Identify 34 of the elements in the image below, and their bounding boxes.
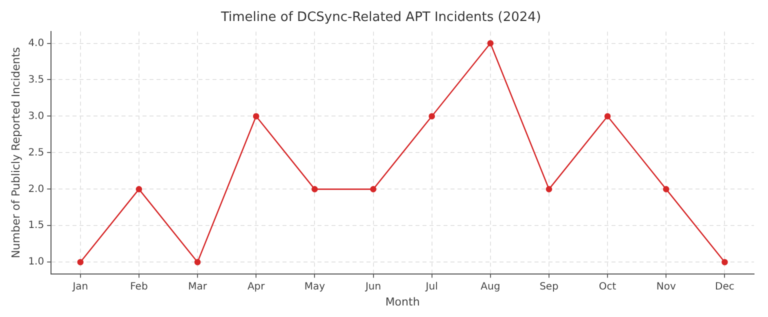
x-tick-label: Aug [480,281,500,292]
y-axis-title: Number of Publicly Reported Incidents [9,46,22,258]
x-axis-title: Month [385,295,420,308]
y-tick-label: 3.5 [28,74,44,86]
point [546,186,552,192]
y-tick-label: 2.5 [28,147,44,158]
x-tick-label: Sep [540,281,558,292]
y-tick-label: 1.0 [28,256,44,268]
y-tick-label: 4.0 [28,38,44,49]
x-tick-label: Dec [715,281,734,292]
point [662,186,670,192]
point [487,40,494,46]
point [136,186,142,192]
point [370,186,376,192]
point [604,113,611,120]
x-tick-label: Jul [424,281,438,292]
point [194,258,201,266]
point [312,186,318,192]
x-tick-label: Oct [598,281,616,292]
y-tick-label: 3.0 [28,110,44,122]
x-tick-label: Jan [72,281,88,292]
x-tick-label: Mar [188,281,208,292]
y-tick-label: 2.0 [28,184,44,195]
x-tick-label: Jun [364,281,382,292]
point [722,258,728,266]
y-tick-label: 1.5 [28,220,44,232]
x-tick-label: Feb [130,281,148,292]
x-tick-label: Apr [247,281,266,292]
chart-title: Timeline of DCSync-Related APT Incidents (2024) [220,10,542,26]
point [77,258,84,266]
x-tick-label: May [304,281,326,292]
point [428,113,435,120]
point [252,113,260,120]
x-tick-label: Nov [656,281,676,292]
